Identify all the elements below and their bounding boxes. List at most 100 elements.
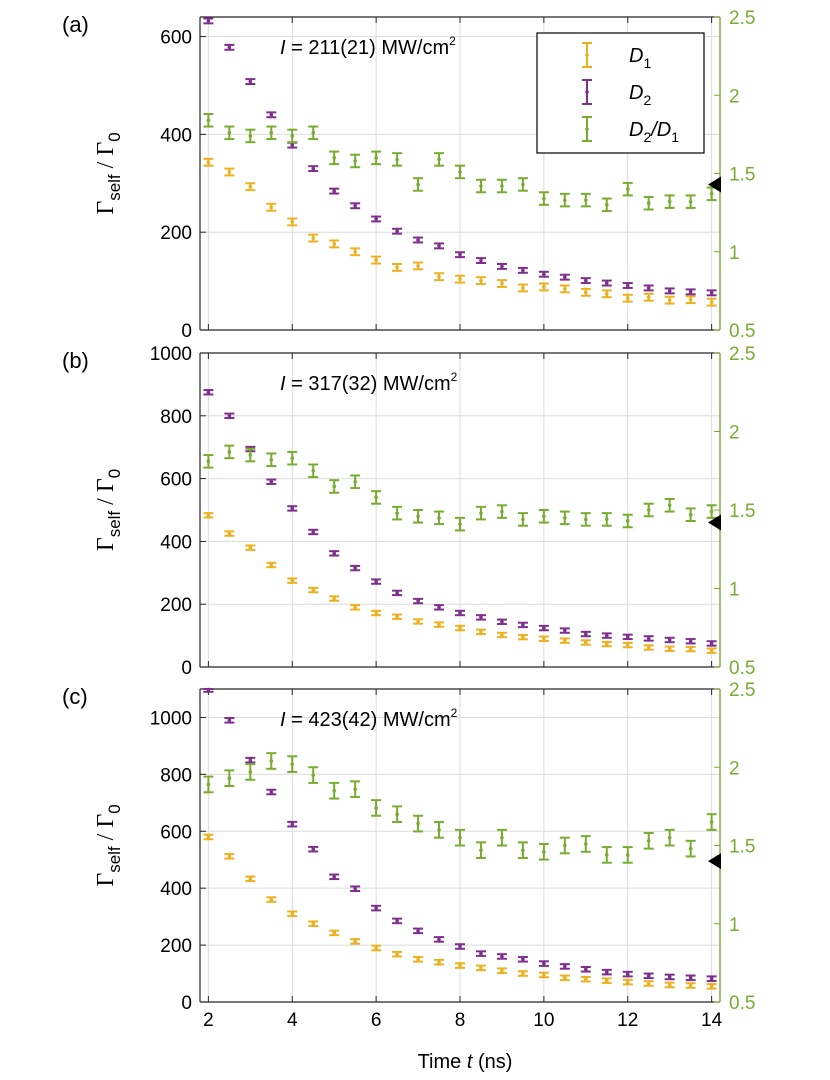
data-point bbox=[434, 821, 445, 839]
data-marker bbox=[437, 157, 441, 162]
data-marker bbox=[332, 875, 336, 879]
data-point bbox=[392, 805, 403, 824]
data-point bbox=[413, 177, 424, 192]
data-marker bbox=[479, 966, 483, 970]
right-y-tick-label-text: 1 bbox=[729, 243, 740, 264]
data-marker bbox=[248, 545, 253, 550]
data-marker bbox=[584, 842, 588, 846]
data-marker bbox=[500, 264, 504, 269]
data-point bbox=[706, 640, 717, 647]
x-tick-label: 8 bbox=[455, 1010, 466, 1031]
left-y-tick-label: 200 bbox=[160, 595, 192, 616]
data-point bbox=[580, 835, 591, 853]
data-point bbox=[266, 452, 277, 468]
data-marker bbox=[206, 687, 211, 692]
data-marker bbox=[269, 563, 274, 567]
left-y-tick-label: 0 bbox=[181, 658, 192, 679]
data-point bbox=[350, 202, 361, 210]
data-marker bbox=[416, 619, 420, 624]
data-marker bbox=[646, 645, 651, 650]
data-marker bbox=[416, 957, 420, 962]
data-point bbox=[329, 781, 340, 800]
data-marker bbox=[625, 980, 630, 984]
data-point bbox=[350, 153, 361, 169]
data-marker bbox=[458, 277, 462, 281]
y-axis-label-sep: / Γ bbox=[93, 814, 119, 847]
data-marker bbox=[625, 296, 630, 301]
right-y-tick-label: 2 bbox=[729, 758, 740, 779]
data-point bbox=[308, 125, 319, 141]
data-point bbox=[329, 479, 340, 494]
data-marker bbox=[521, 517, 525, 522]
data-marker bbox=[584, 198, 588, 202]
data-marker bbox=[542, 973, 546, 977]
data-point bbox=[580, 966, 591, 973]
data-point bbox=[203, 113, 214, 128]
data-point bbox=[559, 627, 570, 634]
data-marker bbox=[227, 414, 232, 418]
data-marker bbox=[584, 967, 588, 972]
data-point bbox=[601, 977, 612, 984]
data-marker bbox=[584, 290, 588, 295]
data-point bbox=[392, 613, 403, 620]
data-point bbox=[350, 247, 361, 257]
data-point bbox=[266, 752, 277, 770]
data-point bbox=[224, 43, 235, 51]
data-point bbox=[643, 831, 654, 850]
data-point bbox=[371, 799, 382, 817]
data-marker bbox=[311, 921, 316, 926]
data-marker bbox=[332, 596, 336, 601]
data-point bbox=[517, 512, 528, 527]
data-point bbox=[601, 197, 612, 213]
right-y-tick-label: 1.5 bbox=[729, 501, 755, 522]
series-d2 bbox=[203, 389, 717, 647]
left-y-tick-label: 200 bbox=[160, 223, 192, 244]
data-point bbox=[601, 846, 612, 864]
data-marker bbox=[479, 278, 483, 283]
data-marker bbox=[206, 160, 211, 165]
data-point bbox=[517, 177, 528, 192]
data-point bbox=[643, 972, 654, 980]
left-y-tick-label: 1000 bbox=[150, 708, 192, 729]
y-axis-label: Γself / Γ0 bbox=[93, 804, 124, 886]
legend-item-d2: D2 bbox=[582, 79, 651, 108]
data-point bbox=[329, 187, 340, 195]
data-point bbox=[601, 512, 612, 527]
x-tick-label: 6 bbox=[371, 1010, 382, 1031]
data-marker bbox=[709, 641, 714, 646]
data-point bbox=[664, 645, 675, 652]
data-marker bbox=[374, 906, 378, 910]
data-point bbox=[329, 550, 340, 557]
left-y-tick-label: 200 bbox=[160, 936, 192, 957]
data-point bbox=[559, 974, 570, 982]
data-point bbox=[413, 956, 424, 963]
data-point bbox=[245, 78, 256, 86]
x-tick-label: 14 bbox=[701, 1010, 723, 1031]
data-point bbox=[413, 814, 424, 833]
right-y-tick-label-text: 0.5 bbox=[729, 993, 755, 1014]
data-marker bbox=[269, 457, 274, 462]
data-point bbox=[496, 504, 507, 519]
left-y-tick-label-text: 200 bbox=[160, 595, 192, 616]
left-y-tick-label: 600 bbox=[160, 470, 192, 491]
data-marker bbox=[667, 646, 672, 651]
data-point bbox=[538, 270, 549, 278]
data-point bbox=[496, 631, 507, 639]
right-y-tick-label-text: 2 bbox=[729, 758, 740, 779]
data-marker bbox=[206, 390, 211, 395]
data-marker bbox=[290, 220, 295, 224]
data-marker bbox=[625, 187, 630, 191]
data-marker bbox=[479, 258, 483, 263]
data-marker bbox=[395, 229, 399, 234]
data-point bbox=[266, 788, 277, 796]
data-marker bbox=[227, 718, 232, 723]
right-y-tick-label: 1 bbox=[729, 915, 740, 936]
data-marker bbox=[248, 758, 253, 762]
data-marker bbox=[311, 166, 316, 171]
data-marker bbox=[646, 974, 651, 978]
data-point bbox=[559, 963, 570, 970]
data-marker bbox=[521, 848, 525, 852]
intensity-value: = 423(42) MW/cm bbox=[286, 709, 451, 731]
data-marker bbox=[269, 205, 274, 210]
